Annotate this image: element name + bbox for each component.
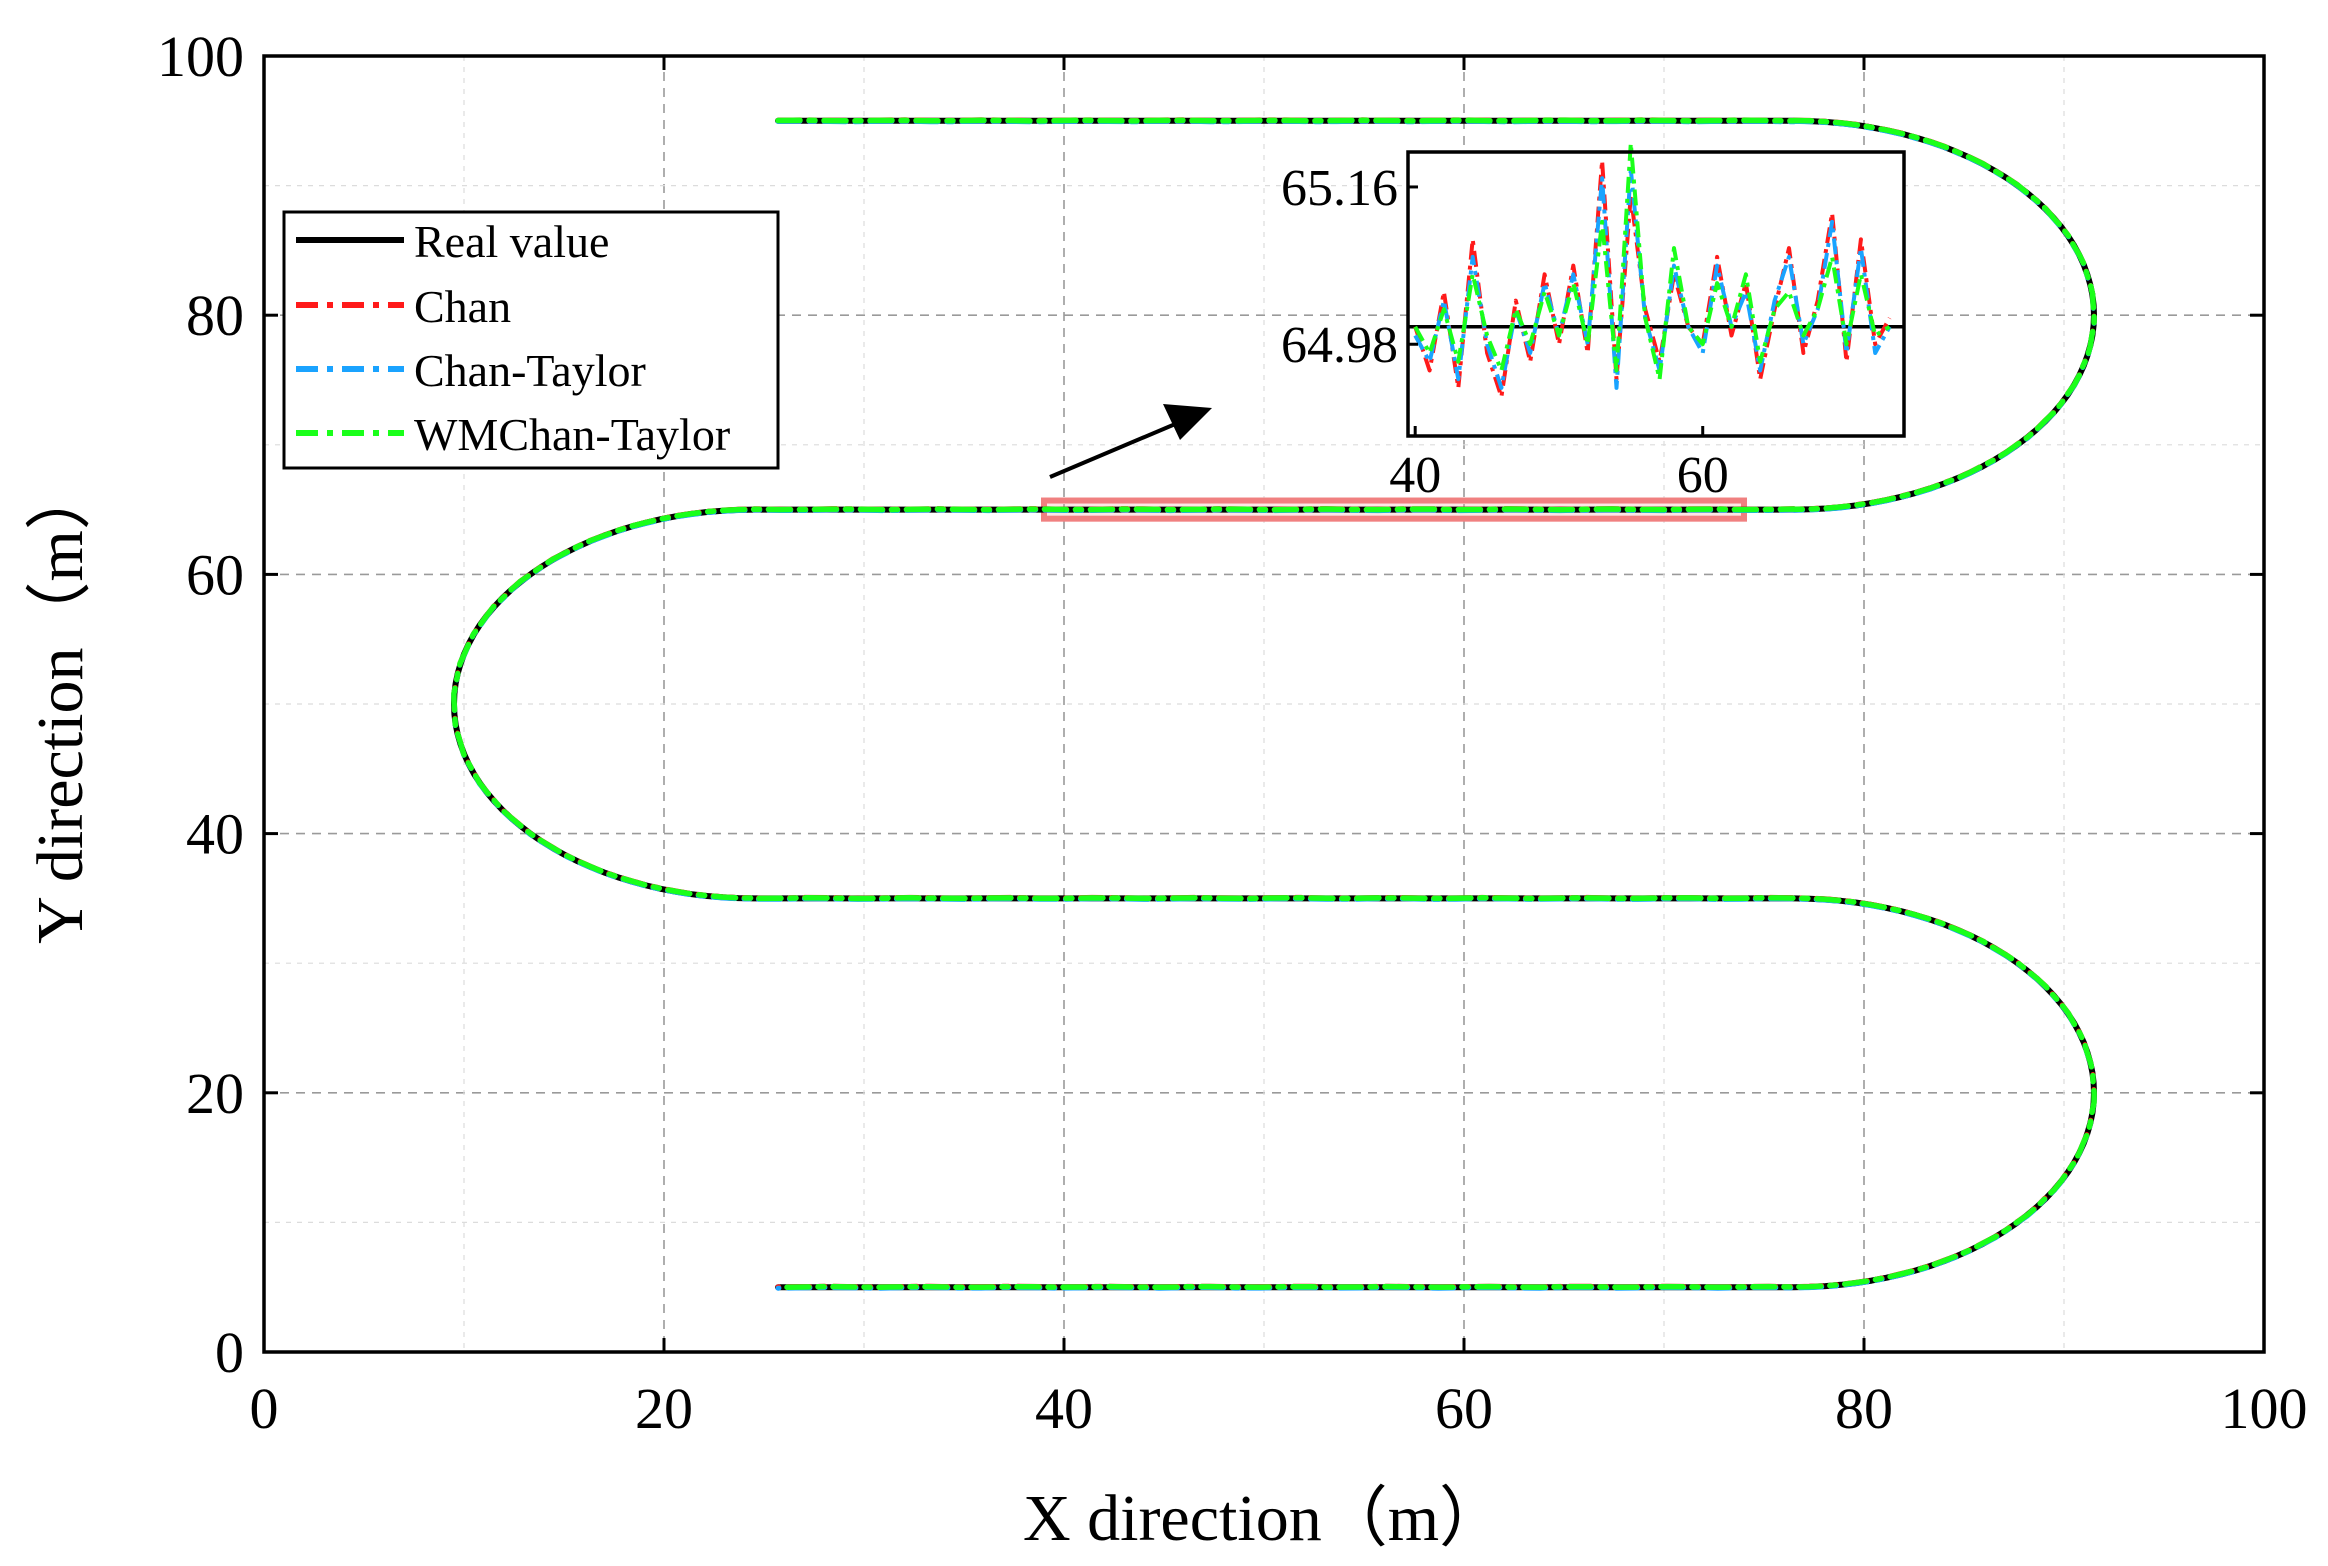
inset-y-tick-label-1: 65.16 bbox=[1281, 160, 1398, 217]
x-tick-label-40: 40 bbox=[1035, 1376, 1093, 1441]
series-line-wmchan-taylor bbox=[451, 117, 2097, 1291]
plot-frame bbox=[262, 54, 2266, 1354]
x-tick-label-80: 80 bbox=[1835, 1376, 1893, 1441]
x-tick-label-20: 20 bbox=[635, 1376, 693, 1441]
legend-entry-wmchan-taylor: WMChan-Taylor bbox=[414, 409, 730, 460]
y-tick-label-100: 100 bbox=[157, 24, 244, 89]
arrow-head bbox=[1163, 404, 1212, 440]
x-axis-label: X direction（m） bbox=[1023, 1482, 1505, 1555]
legend-entry-chan-taylor: Chan-Taylor bbox=[414, 345, 646, 396]
legend-box bbox=[282, 210, 780, 470]
inset-series-chan-taylor bbox=[1413, 167, 1892, 390]
y-tick-label-80: 80 bbox=[186, 283, 244, 348]
inset-series-wmchan-taylor bbox=[1413, 141, 1891, 382]
y-tick-label-60: 60 bbox=[186, 542, 244, 607]
inset-pointer-arrow bbox=[1049, 404, 1212, 479]
y-tick-label-0: 0 bbox=[215, 1320, 244, 1385]
x-tick-label-60: 60 bbox=[1435, 1376, 1493, 1441]
legend-swatches bbox=[296, 237, 404, 436]
legend-entry-chan: Chan bbox=[414, 281, 511, 332]
zoom-inset: 40 60 64.98 65.16 bbox=[1281, 141, 1906, 504]
inset-ticks: 40 60 64.98 65.16 bbox=[1281, 160, 1729, 504]
inset-x-tick-label-40: 40 bbox=[1389, 447, 1441, 504]
inset-x-tick-label-60: 60 bbox=[1677, 447, 1729, 504]
y-tick-label-40: 40 bbox=[186, 802, 244, 867]
legend: Real value Chan Chan-Taylor WMChan-Taylo… bbox=[282, 210, 780, 470]
x-tick-label-100: 100 bbox=[2221, 1376, 2308, 1441]
y-tick-label-20: 20 bbox=[186, 1061, 244, 1126]
inset-background bbox=[1408, 152, 1904, 436]
legend-entry-real-value: Real value bbox=[414, 216, 609, 267]
inset-y-tick-label-0: 64.98 bbox=[1281, 317, 1398, 374]
inset-series bbox=[1408, 141, 1904, 399]
x-tick-label-0: 0 bbox=[250, 1376, 279, 1441]
axis-ticks bbox=[262, 54, 2266, 1354]
arrow-shaft bbox=[1049, 420, 1181, 479]
y-axis-label: Y direction（m） bbox=[24, 464, 97, 944]
axis-tick-labels: 0 20 40 60 80 100 0 20 40 60 80 100 bbox=[157, 24, 2308, 1441]
inset-frame bbox=[1406, 150, 1906, 438]
series-lines bbox=[451, 117, 2097, 1291]
